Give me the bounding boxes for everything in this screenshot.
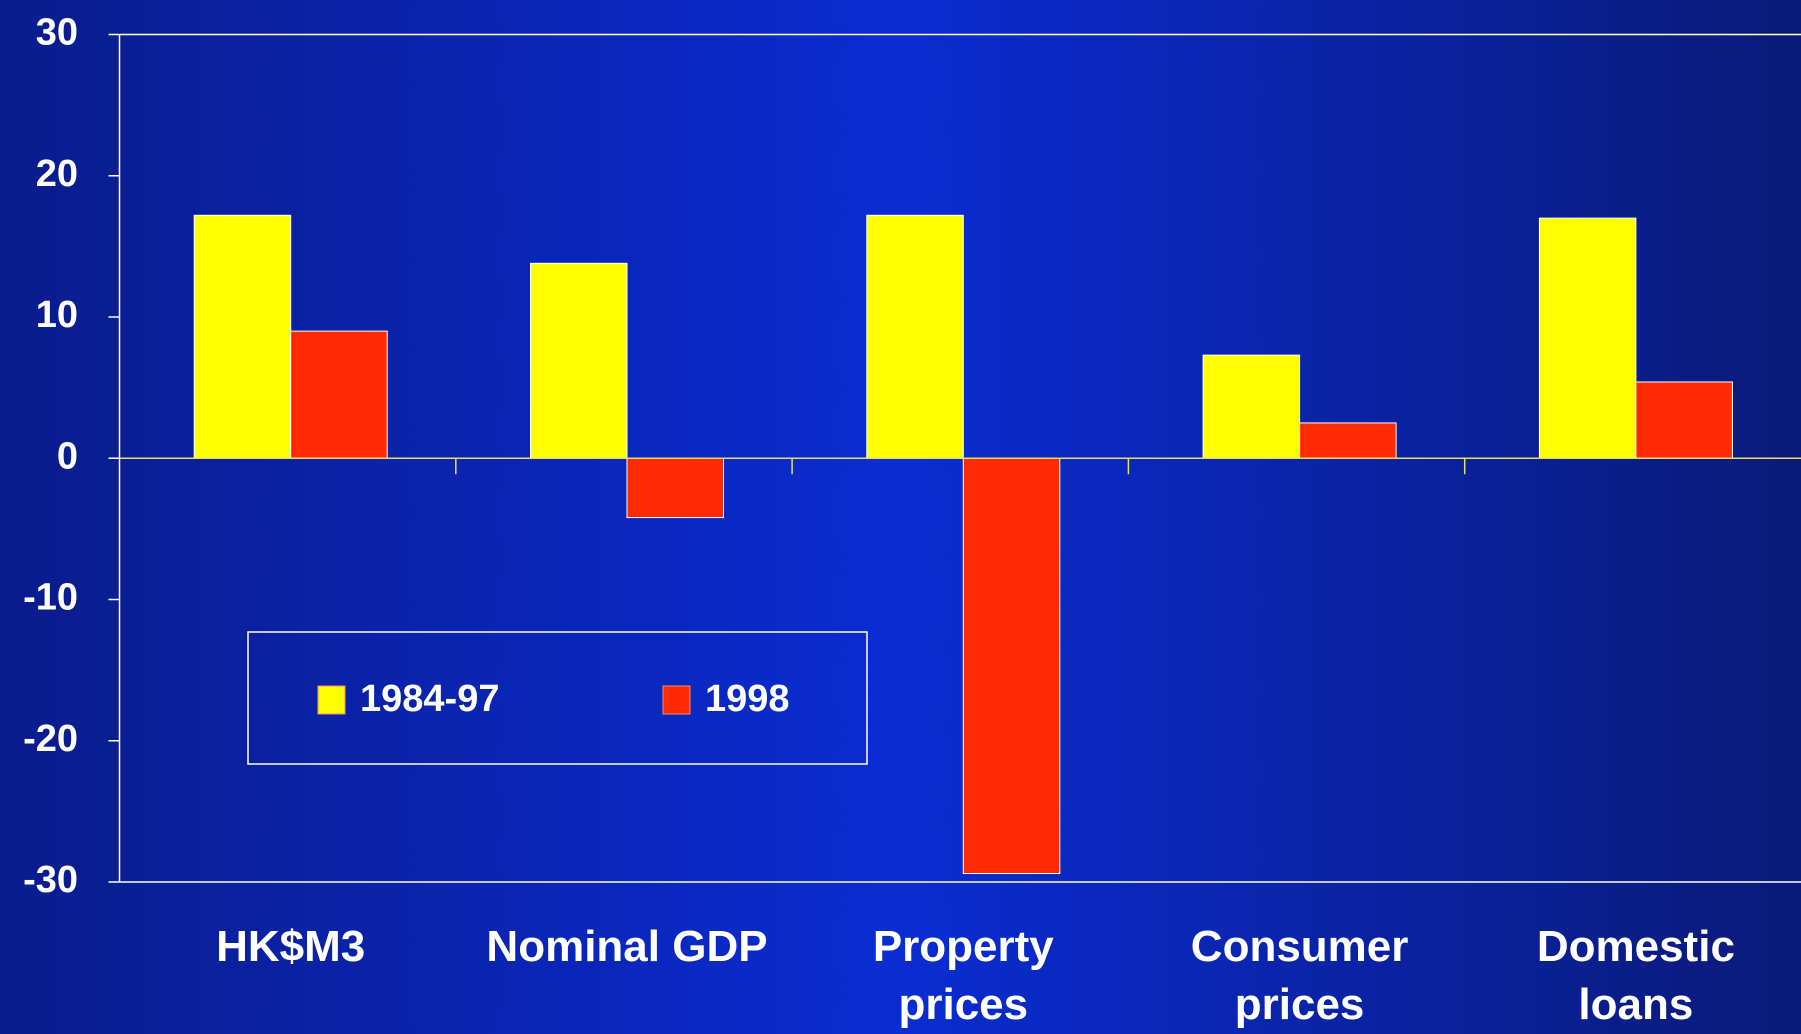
y-tick-label: 10	[36, 294, 78, 336]
x-tick-label: Consumer prices	[1190, 922, 1409, 1029]
bar	[193, 214, 292, 459]
bar	[1635, 381, 1733, 459]
legend-swatch	[317, 685, 346, 715]
y-tick-label: 30	[36, 12, 78, 54]
legend-swatch	[662, 685, 691, 715]
bar	[626, 457, 724, 519]
y-tick-label: -20	[23, 718, 78, 760]
bar	[530, 262, 628, 459]
y-tick-label: -10	[23, 577, 78, 619]
bar	[1202, 354, 1301, 459]
bar	[1538, 217, 1637, 459]
legend-label: 1984-97	[360, 678, 499, 720]
legend-box	[247, 631, 868, 765]
x-tick-label: Property prices	[872, 922, 1054, 1029]
y-tick-label: 0	[57, 435, 78, 477]
x-tick-label: Domestic loans	[1536, 922, 1735, 1029]
bar	[962, 457, 1061, 875]
x-tick-label: Nominal GDP	[486, 922, 768, 971]
bar	[290, 330, 388, 459]
y-tick-label: 20	[36, 153, 78, 195]
bar	[866, 214, 964, 459]
legend-label: 1998	[705, 678, 790, 720]
x-tick-label: HK$M3	[216, 922, 366, 971]
y-tick-label: -30	[23, 859, 78, 901]
bar	[1299, 422, 1397, 459]
